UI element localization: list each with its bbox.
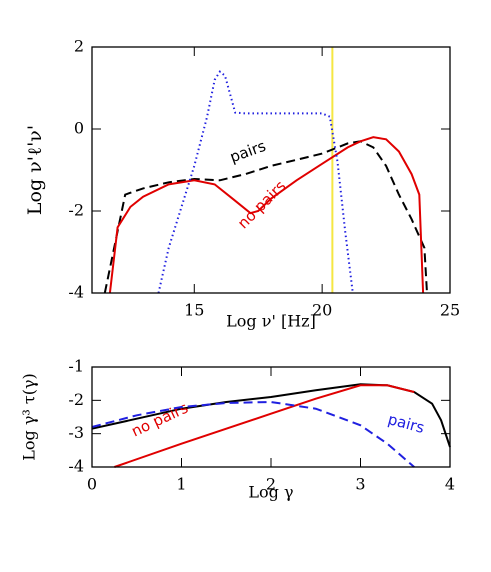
series-label: no pairs (234, 177, 290, 233)
x-tick-label: 4 (445, 475, 455, 494)
y-tick-label: -2 (68, 201, 84, 220)
plot-frame (91, 46, 451, 294)
series-line (103, 140, 428, 294)
x-axis-label: Log γ (248, 483, 293, 502)
y-tick-label: -4 (68, 457, 84, 476)
y-tick-label: -2 (68, 390, 84, 409)
x-tick-label: 25 (440, 301, 460, 320)
x-tick-label: 1 (176, 475, 186, 494)
x-tick-label: 0 (87, 475, 97, 494)
y-axis-label: Log γ³ τ(γ) (20, 373, 39, 461)
x-tick-label: 2 (266, 475, 276, 494)
panel: 15 20 25 -4 -2 0 2 pairs no pairs Log ν' [Hz] Log … (24, 37, 460, 331)
series-line (157, 70, 354, 294)
y-tick-label: -4 (68, 283, 84, 302)
panel: 0 1 2 3 4 -4 -3 -2 -1 no pairs pairs Log γ Log γ³ τ(… (20, 357, 456, 502)
x-tick-label: 3 (355, 475, 365, 494)
y-tick-label: -1 (68, 357, 84, 376)
y-tick-label: -3 (68, 423, 84, 442)
series-line (114, 384, 415, 468)
x-tick-label: 20 (312, 301, 332, 320)
series-line (91, 383, 451, 448)
y-tick-label: 2 (74, 37, 84, 56)
series-label: pairs (386, 410, 426, 437)
plot-frame (91, 366, 451, 468)
y-tick-label: 0 (74, 119, 84, 138)
x-tick-label: 15 (184, 301, 204, 320)
series-line (108, 136, 425, 294)
x-axis-label: Log ν' [Hz] (226, 312, 316, 331)
series-label: pairs (227, 137, 268, 167)
series-line (91, 400, 415, 468)
y-axis-label: Log ν'ℓ'ν' (24, 125, 46, 215)
series-label: no pairs (129, 399, 191, 441)
